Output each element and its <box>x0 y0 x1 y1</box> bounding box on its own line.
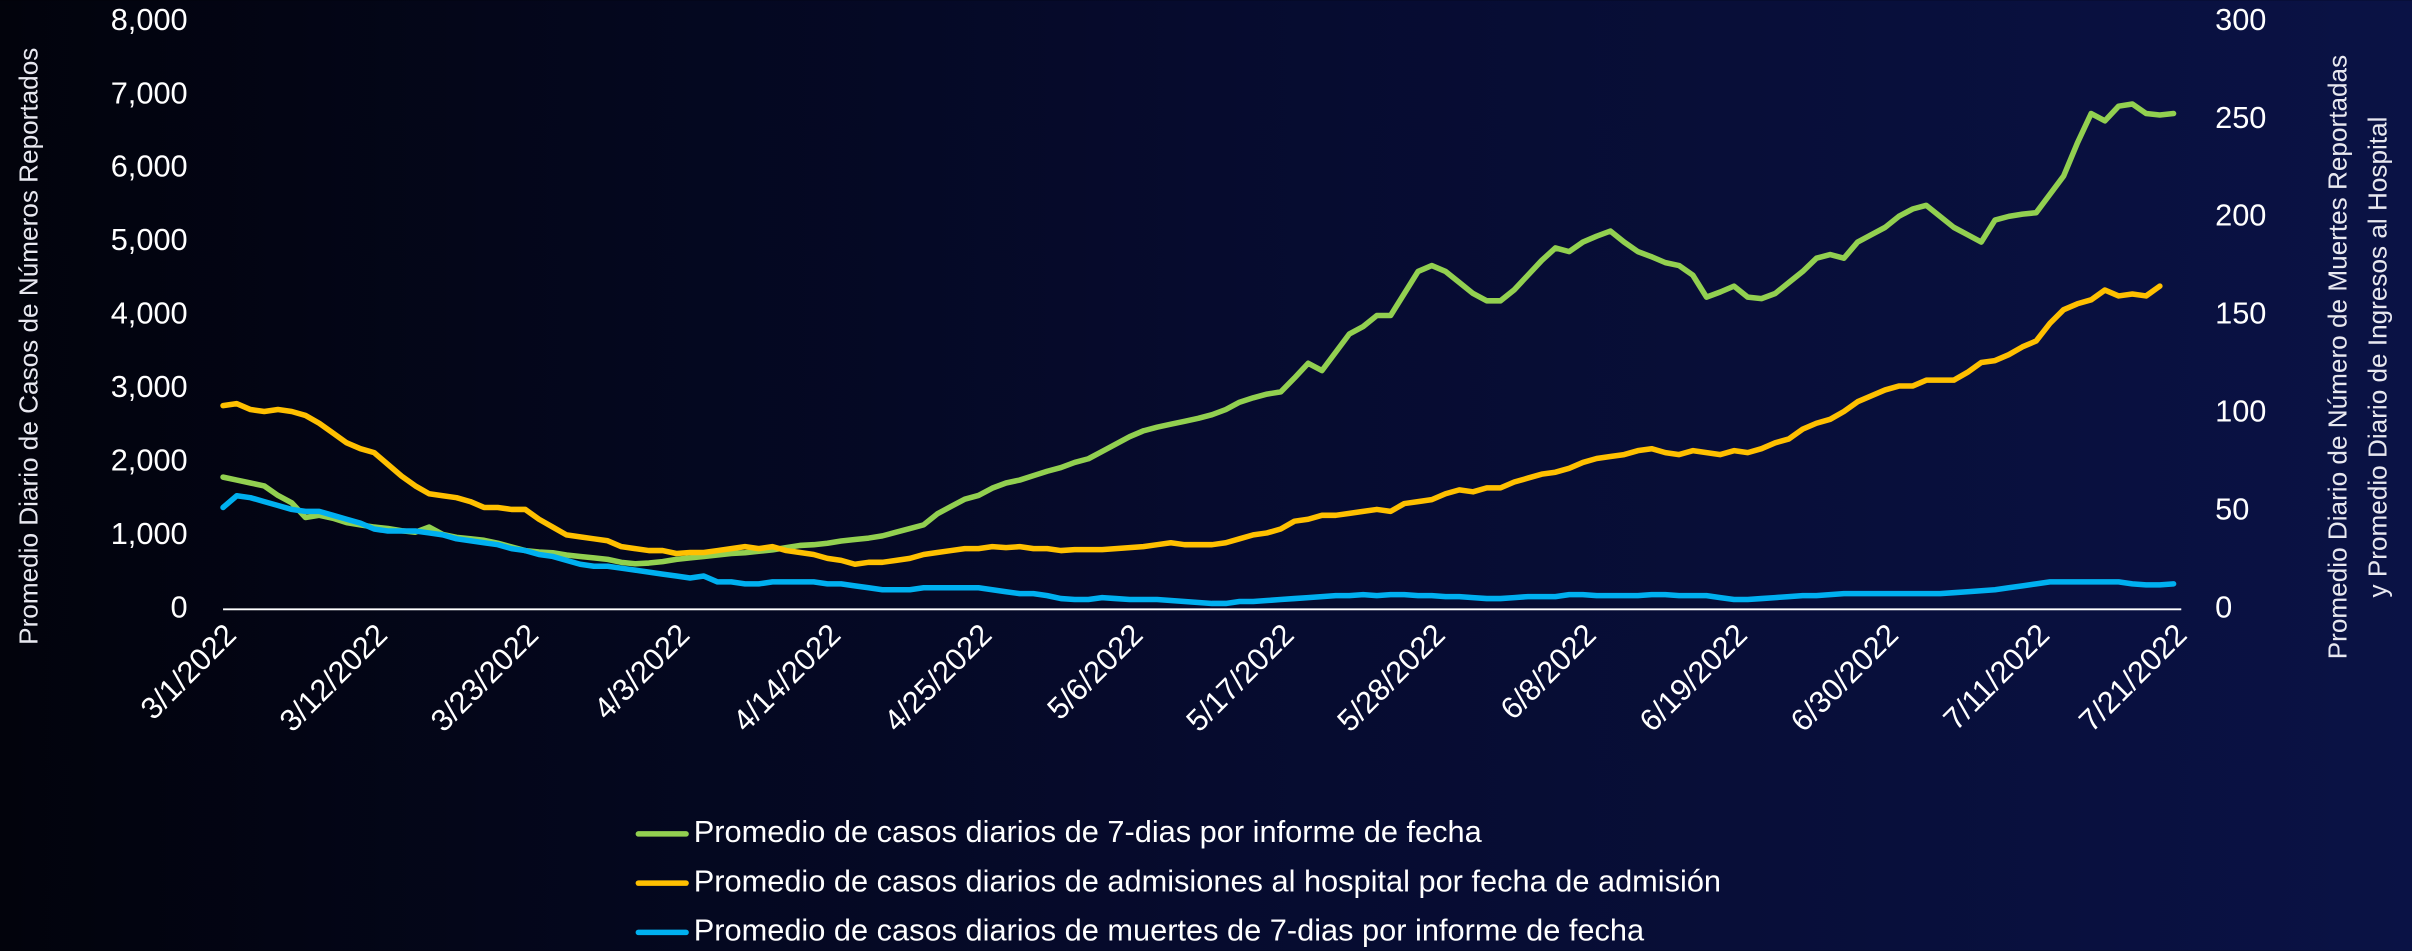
y-tick-label: 4,000 <box>111 296 188 331</box>
y-tick-label: 1,000 <box>111 516 188 551</box>
y2-tick-label: 250 <box>2215 100 2266 135</box>
legend-label: Promedio de casos diarios de admisiones … <box>694 863 1721 898</box>
y2-tick-label: 300 <box>2215 2 2266 37</box>
y2-tick-label: 0 <box>2215 589 2232 624</box>
y2-tick-label: 150 <box>2215 296 2266 331</box>
y-tick-label: 6,000 <box>111 149 188 184</box>
y-tick-label: 7,000 <box>111 75 188 110</box>
legend-label: Promedio de casos diarios de 7-dias por … <box>694 814 1483 849</box>
y-tick-label: 3,000 <box>111 369 188 404</box>
y-tick-label: 2,000 <box>111 443 188 478</box>
y-tick-label: 8,000 <box>111 2 188 37</box>
y2-axis-title: y Promedio Diario de Ingresos al Hospita… <box>2363 117 2393 598</box>
legend-label: Promedio de casos diarios de muertes de … <box>694 912 1645 947</box>
y2-tick-label: 200 <box>2215 198 2266 233</box>
line-series <box>220 283 2163 568</box>
y-tick-label: 0 <box>171 589 188 624</box>
y2-axis-title: Promedio Diario de Número de Muertes Rep… <box>2323 55 2353 659</box>
line-series <box>220 492 2177 607</box>
y2-tick-label: 100 <box>2215 394 2266 429</box>
y-axis-title: Promedio Diario de Casos de Números Repo… <box>14 48 44 645</box>
y2-tick-label: 50 <box>2215 492 2249 527</box>
y-tick-label: 5,000 <box>111 222 188 257</box>
line-series <box>220 101 2177 567</box>
